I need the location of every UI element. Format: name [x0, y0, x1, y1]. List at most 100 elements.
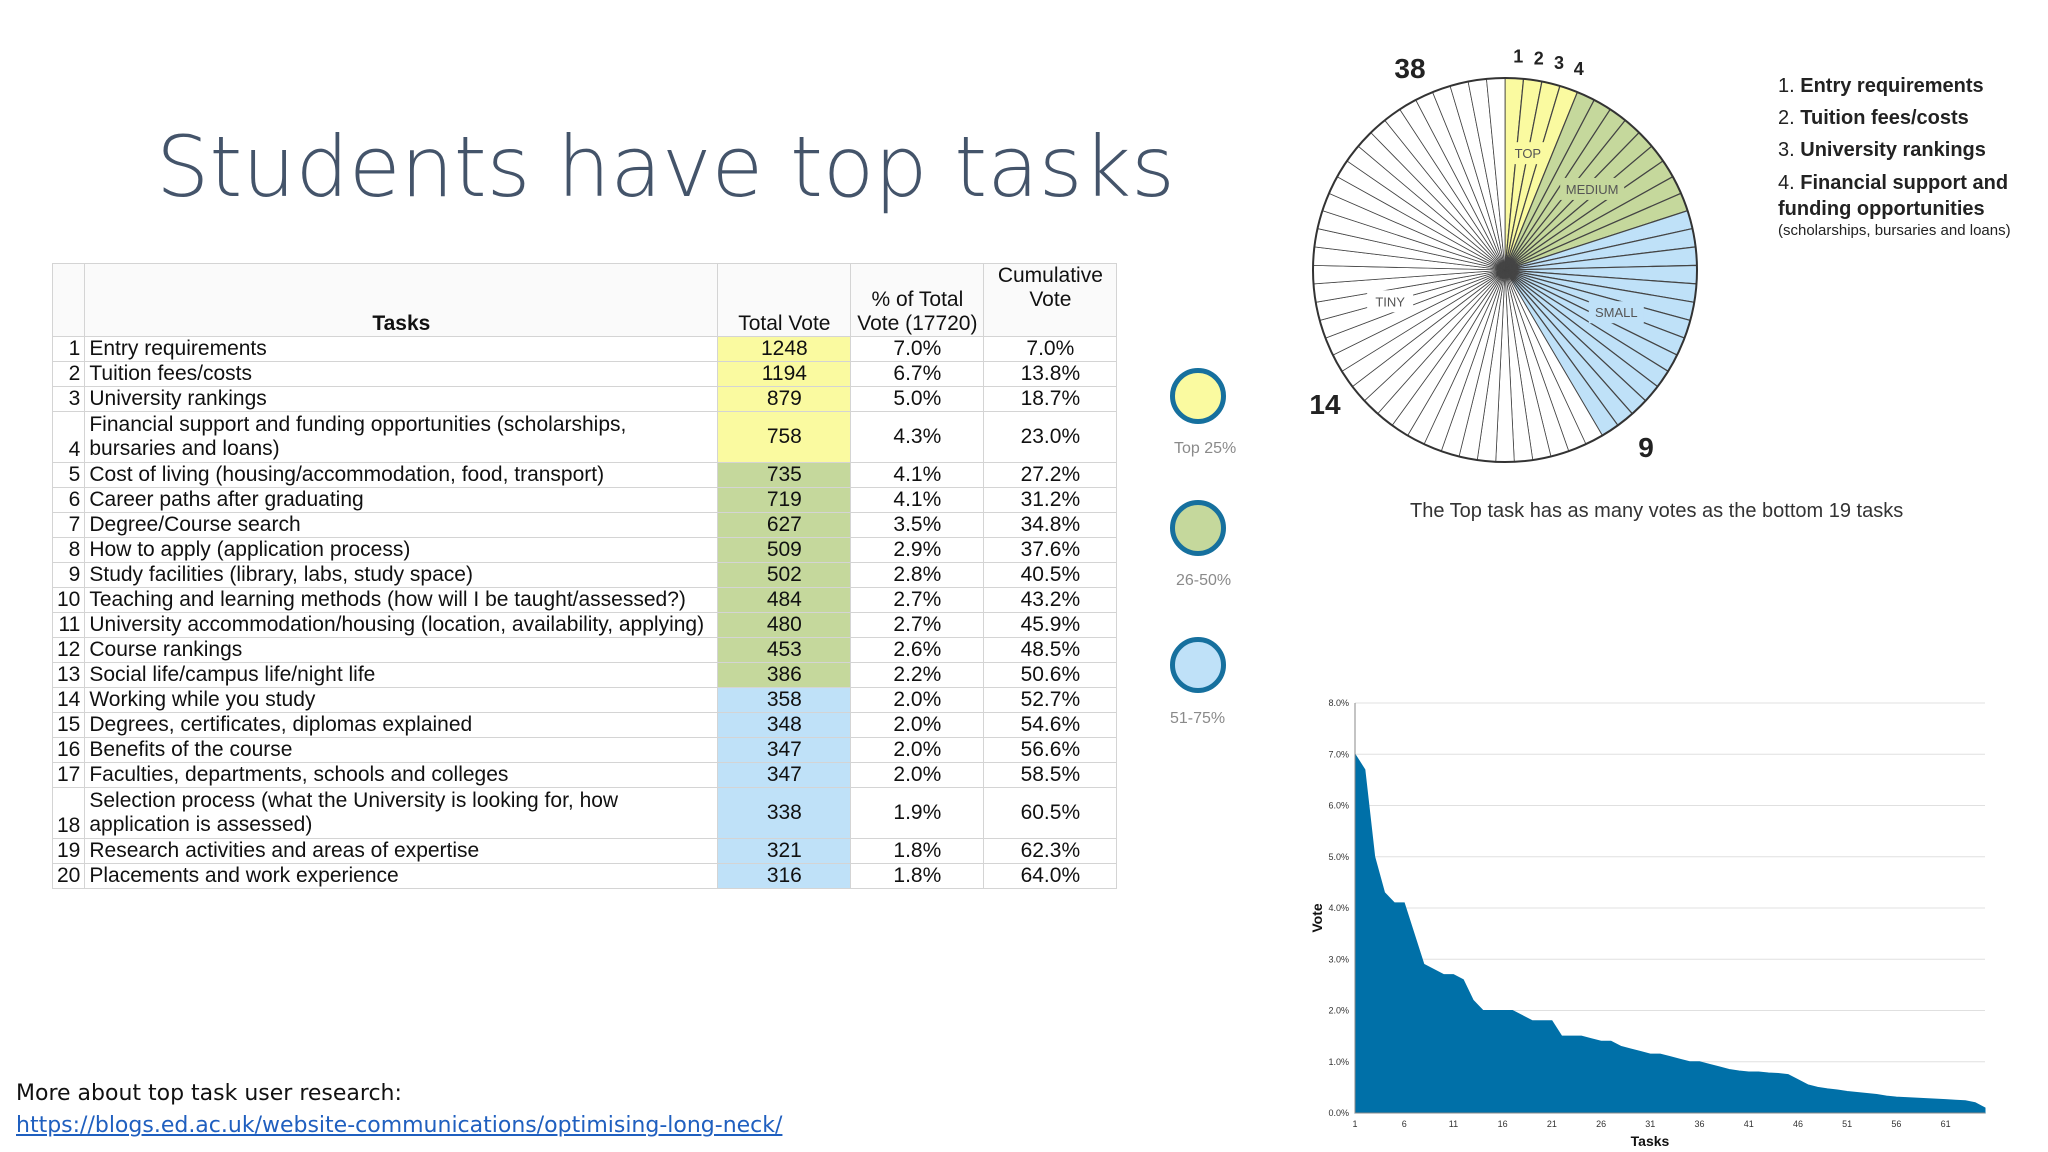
cumulative-cell: 7.0% [983, 336, 1118, 362]
table-row: 17 Faculties, departments, schools and co… [51, 762, 1118, 788]
pie-legend-subtext: (scholarships, bursaries and loans) [1778, 222, 2011, 239]
pie-outline [1312, 77, 1698, 463]
task-cell: Entry requirements [84, 336, 719, 362]
header-tasks: Tasks [84, 263, 719, 337]
vote-cell: 453 [717, 637, 852, 663]
row-index: 17 [51, 762, 86, 788]
legend-label: 26-50% [1176, 572, 1232, 589]
cumulative-cell: 34.8% [983, 512, 1118, 538]
pie-group-label: SMALL [1595, 305, 1638, 320]
row-index: 15 [51, 712, 86, 738]
cumulative-cell: 54.6% [983, 712, 1118, 738]
task-cell: Teaching and learning methods (how will … [84, 587, 719, 613]
percent-cell: 2.6% [850, 637, 985, 663]
pie-edge-label: 3 [1554, 53, 1564, 73]
legend-label: Top 25% [1174, 440, 1237, 457]
row-index: 2 [51, 361, 86, 387]
legend-circle [1170, 637, 1226, 693]
pie-count-label: 9 [1638, 432, 1654, 463]
task-cell: Faculties, departments, schools and coll… [84, 762, 719, 788]
vote-cell: 502 [717, 562, 852, 588]
header-total-vote: Total Vote [717, 263, 852, 337]
pie-group-label: TINY [1375, 294, 1405, 309]
table-row: 18 Selection process (what the University… [51, 787, 1118, 839]
vote-cell: 338 [717, 787, 852, 839]
cumulative-cell: 45.9% [983, 612, 1118, 638]
cumulative-cell: 43.2% [983, 587, 1118, 613]
y-tick-label: 7.0% [1328, 749, 1349, 759]
pie-chart: TOP MEDIUM SMALL TINY 1 2 3 4 38 14 9 [1309, 46, 1698, 463]
row-index: 6 [51, 487, 86, 513]
task-cell: Financial support and funding opportunit… [84, 411, 719, 463]
cumulative-cell: 37.6% [983, 537, 1118, 563]
footer-link[interactable]: https://blogs.ed.ac.uk/website-communica… [16, 1113, 783, 1138]
pie-group-label-bg [1367, 290, 1414, 313]
y-tick-label: 8.0% [1328, 698, 1349, 708]
row-index: 8 [51, 537, 86, 563]
x-tick-label: 26 [1596, 1119, 1606, 1129]
vote-cell: 316 [717, 863, 852, 889]
y-axis-label: Vote [1309, 903, 1325, 933]
footer: More about top task user research: https… [16, 1078, 782, 1142]
pie-count-label: 38 [1394, 53, 1425, 84]
y-tick-label: 0.0% [1328, 1108, 1349, 1118]
y-tick-label: 5.0% [1328, 852, 1349, 862]
row-index: 5 [51, 462, 86, 488]
task-cell: Research activities and areas of experti… [84, 838, 719, 864]
vote-cell: 484 [717, 587, 852, 613]
percent-cell: 1.8% [850, 863, 985, 889]
row-index: 16 [51, 737, 86, 763]
percent-cell: 2.0% [850, 737, 985, 763]
x-tick-label: 51 [1842, 1119, 1852, 1129]
pie-edge-label: 1 [1513, 46, 1523, 66]
row-index: 12 [51, 637, 86, 663]
table-row: 20 Placements and work experience 316 1.8% 6… [51, 863, 1118, 889]
table-row: 10 Teaching and learning methods (how wil… [51, 587, 1118, 613]
vote-cell: 735 [717, 462, 852, 488]
pie-edge-label: 2 [1534, 49, 1544, 69]
task-cell: Benefits of the course [84, 737, 719, 763]
vote-cell: 386 [717, 662, 852, 688]
x-tick-label: 46 [1793, 1119, 1803, 1129]
row-index: 7 [51, 512, 86, 538]
y-tick-label: 1.0% [1328, 1057, 1349, 1067]
cumulative-cell: 18.7% [983, 386, 1118, 412]
cumulative-cell: 62.3% [983, 838, 1118, 864]
cumulative-cell: 56.6% [983, 737, 1118, 763]
pie-legend-item: 4. Financial support and funding opportu… [1778, 170, 2038, 222]
row-index: 4 [51, 411, 86, 463]
row-index: 20 [51, 863, 86, 889]
pie-legend-number: 4. [1778, 172, 1795, 194]
pie-legend-text: Entry requirements [1800, 75, 1984, 97]
x-tick-label: 16 [1498, 1119, 1508, 1129]
legend-circle [1170, 368, 1226, 424]
header-percent-vote: % of Total Vote (17720) [850, 263, 985, 337]
task-cell: Cost of living (housing/accommodation, f… [84, 462, 719, 488]
x-tick-label: 6 [1402, 1119, 1407, 1129]
pie-count-label: 14 [1309, 389, 1341, 420]
pie-legend-number: 2. [1778, 107, 1795, 129]
vote-cell: 1194 [717, 361, 852, 387]
cumulative-cell: 48.5% [983, 637, 1118, 663]
task-cell: Selection process (what the University i… [84, 787, 719, 839]
area-chart: 0.0%1.0%2.0%3.0%4.0%5.0%6.0%7.0%8.0%1 6 11… [1309, 698, 1986, 1149]
cumulative-cell: 27.2% [983, 462, 1118, 488]
percent-cell: 1.8% [850, 838, 985, 864]
x-axis-label: Tasks [1631, 1133, 1670, 1149]
vote-cell: 321 [717, 838, 852, 864]
percent-cell: 2.0% [850, 762, 985, 788]
vote-cell: 348 [717, 712, 852, 738]
table-row: 19 Research activities and areas of exper… [51, 838, 1118, 864]
header-cumulative-vote: Cumulative Vote [983, 263, 1118, 337]
table-row: 15 Degrees, certificates, diplomas explai… [51, 712, 1118, 738]
pie-group-label-bg [1588, 301, 1644, 324]
percent-cell: 2.7% [850, 587, 985, 613]
row-index: 11 [51, 612, 86, 638]
pie-legend-text: Financial support and funding opportunit… [1778, 172, 2009, 220]
percent-cell: 3.5% [850, 512, 985, 538]
row-index: 18 [51, 787, 86, 839]
pie-group-label-bg [1560, 177, 1625, 200]
cumulative-cell: 13.8% [983, 361, 1118, 387]
vote-cell: 347 [717, 737, 852, 763]
task-cell: How to apply (application process) [84, 537, 719, 563]
